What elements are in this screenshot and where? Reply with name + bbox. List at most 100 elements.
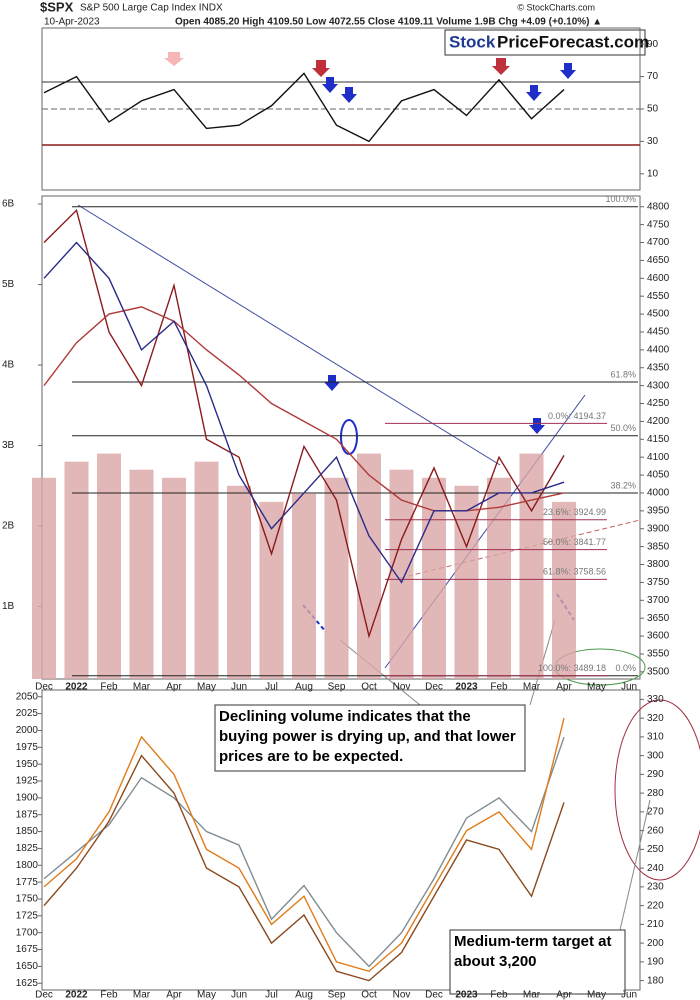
x-tick-label: Sep <box>328 990 346 1000</box>
series-line <box>43 754 565 982</box>
y2-tick-label: 330 <box>647 694 664 705</box>
series-line <box>43 241 565 584</box>
y-tick-label: 70 <box>647 71 659 82</box>
date: 10-Apr-2023 <box>44 17 100 28</box>
series-line <box>43 717 565 973</box>
y-tick-label: 4350 <box>647 362 670 373</box>
volume-bar <box>292 493 316 679</box>
y2-tick-label: 220 <box>647 900 664 911</box>
fib-label: 100.0% <box>605 194 636 204</box>
x-tick-label: May <box>587 682 606 693</box>
fib-label: 0.0% <box>615 663 636 673</box>
y2-tick-label: 230 <box>647 882 664 893</box>
x-tick-label: Aug <box>295 682 313 693</box>
volume-bar <box>552 501 576 679</box>
x-tick-label: Mar <box>523 990 541 1000</box>
y2-tick-label: 6B <box>2 199 15 210</box>
x-tick-label: Jul <box>265 990 278 1000</box>
x-tick-label: Feb <box>100 990 118 1000</box>
x-tick-label: 2023 <box>455 990 478 1000</box>
y2-tick-label: 290 <box>647 769 664 780</box>
y-tick-label: 4400 <box>647 344 670 355</box>
y2-tick-label: 1B <box>2 601 15 612</box>
y-tick-label: 1900 <box>16 793 39 804</box>
x-tick-label: Dec <box>425 990 443 1000</box>
volume-bar <box>129 469 154 679</box>
volume-bar <box>487 477 511 679</box>
x-tick-label: Apr <box>166 682 182 693</box>
y-tick-label: 3600 <box>647 631 670 642</box>
y2-tick-label: 2B <box>2 521 15 532</box>
y-tick-label: 4500 <box>647 309 670 320</box>
y2-tick-label: 310 <box>647 732 664 743</box>
x-tick-label: Feb <box>490 682 508 693</box>
y-tick-label: 1800 <box>16 860 39 871</box>
fib-label: 38.2% <box>610 480 636 490</box>
y-tick-label: 3700 <box>647 595 670 606</box>
y-tick-label: 4550 <box>647 291 670 302</box>
y2-tick-label: 280 <box>647 788 664 799</box>
y-tick-label: 1825 <box>16 843 39 854</box>
x-tick-label: Apr <box>556 682 572 693</box>
brand-stock: Stock <box>449 32 496 51</box>
y-tick-label: 90 <box>647 39 659 50</box>
series-line <box>43 306 565 512</box>
y-tick-label: 3900 <box>647 523 670 534</box>
y-tick-label: 4650 <box>647 255 670 266</box>
y-tick-label: 4050 <box>647 470 670 481</box>
annotation-text: Declining volume indicates that the buyi… <box>219 708 516 765</box>
y-tick-label: 30 <box>647 136 659 147</box>
y-tick-label: 4700 <box>647 237 670 248</box>
x-tick-label: Jun <box>621 682 637 693</box>
x-tick-label: 2023 <box>455 682 478 693</box>
y-tick-label: 10 <box>647 168 659 179</box>
fib-label: 23.6%: 3924.99 <box>543 507 606 517</box>
series-line <box>43 72 565 143</box>
x-tick-label: Mar <box>523 682 541 693</box>
y-tick-label: 1775 <box>16 877 39 888</box>
symbol: $SPX <box>40 0 74 14</box>
x-tick-label: Sep <box>328 682 346 693</box>
x-tick-label: May <box>197 990 216 1000</box>
x-tick-label: Feb <box>100 682 118 693</box>
y-tick-label: 4250 <box>647 398 670 409</box>
index-name: S&P 500 Large Cap Index INDX <box>80 3 223 14</box>
x-tick-label: Dec <box>35 990 53 1000</box>
fib-label: 50.0% <box>610 423 636 433</box>
series-line <box>43 736 565 968</box>
annotation: Medium-term target at about 3,200 <box>454 933 612 970</box>
y-tick-label: 1950 <box>16 759 39 770</box>
x-tick-label: Mar <box>133 990 151 1000</box>
volume-bar <box>324 477 349 679</box>
y2-tick-label: 180 <box>647 975 664 986</box>
volume-bar <box>454 485 479 679</box>
y-tick-label: 4150 <box>647 434 670 445</box>
y-tick-label: 1700 <box>16 927 39 938</box>
y2-tick-label: 3B <box>2 440 15 451</box>
annotation-text: Medium-term target at about 3,200 <box>454 933 612 970</box>
x-tick-label: Dec <box>35 682 53 693</box>
x-tick-label: Dec <box>425 682 443 693</box>
volume-bar <box>194 461 219 679</box>
volume-bar <box>97 453 121 679</box>
x-tick-label: May <box>197 682 216 693</box>
y-tick-label: 4300 <box>647 380 670 391</box>
y-tick-label: 4000 <box>647 488 670 499</box>
fib-label: 0.0%: 4194.37 <box>548 411 606 421</box>
x-tick-label: Nov <box>393 682 411 693</box>
fib-label: 100.0%: 3489.18 <box>538 663 606 673</box>
y-tick-label: 3950 <box>647 505 670 516</box>
y2-tick-label: 320 <box>647 713 664 724</box>
y2-tick-label: 210 <box>647 919 664 930</box>
x-tick-label: May <box>587 990 606 1000</box>
x-tick-label: Oct <box>361 682 377 693</box>
volume-bar <box>64 461 89 679</box>
y2-tick-label: 270 <box>647 807 664 818</box>
volume-bar <box>162 477 186 679</box>
y-tick-label: 1625 <box>16 978 39 989</box>
y-tick-label: 1725 <box>16 910 39 921</box>
x-tick-label: Apr <box>556 990 572 1000</box>
y-tick-label: 4200 <box>647 416 670 427</box>
y-tick-label: 4800 <box>647 201 670 212</box>
copyright: © StockCharts.com <box>517 2 595 12</box>
